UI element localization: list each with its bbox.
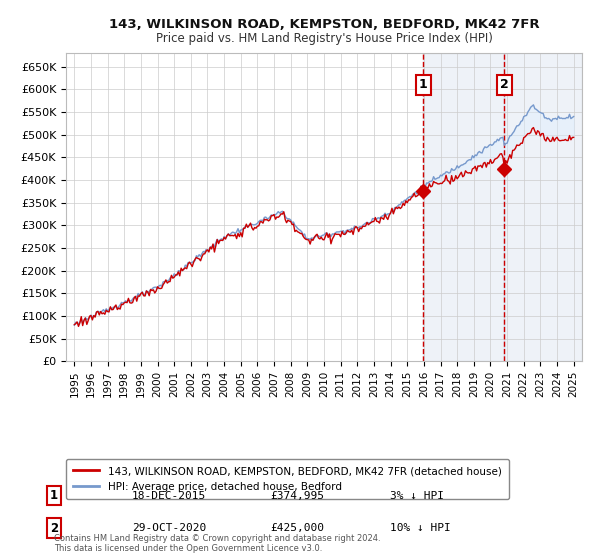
Text: 2: 2 — [50, 521, 58, 535]
Text: Contains HM Land Registry data © Crown copyright and database right 2024.
This d: Contains HM Land Registry data © Crown c… — [54, 534, 380, 553]
Bar — [504, 53, 582, 361]
Title: 143, WILKINSON ROAD, KEMPSTON, BEDFORD, MK42 7FR: 143, WILKINSON ROAD, KEMPSTON, BEDFORD, … — [109, 18, 539, 31]
Text: 10% ↓ HPI: 10% ↓ HPI — [390, 523, 451, 533]
Text: 1: 1 — [50, 489, 58, 502]
Legend: 143, WILKINSON ROAD, KEMPSTON, BEDFORD, MK42 7FR (detached house), HPI: Average : 143, WILKINSON ROAD, KEMPSTON, BEDFORD, … — [66, 459, 509, 499]
Bar — [423, 53, 504, 361]
Text: 3% ↓ HPI: 3% ↓ HPI — [390, 491, 444, 501]
Text: £425,000: £425,000 — [270, 523, 324, 533]
Text: £374,995: £374,995 — [270, 491, 324, 501]
Text: 2: 2 — [500, 78, 509, 91]
Text: 29-OCT-2020: 29-OCT-2020 — [132, 523, 206, 533]
Text: Price paid vs. HM Land Registry's House Price Index (HPI): Price paid vs. HM Land Registry's House … — [155, 31, 493, 45]
Text: 18-DEC-2015: 18-DEC-2015 — [132, 491, 206, 501]
Text: 1: 1 — [419, 78, 428, 91]
